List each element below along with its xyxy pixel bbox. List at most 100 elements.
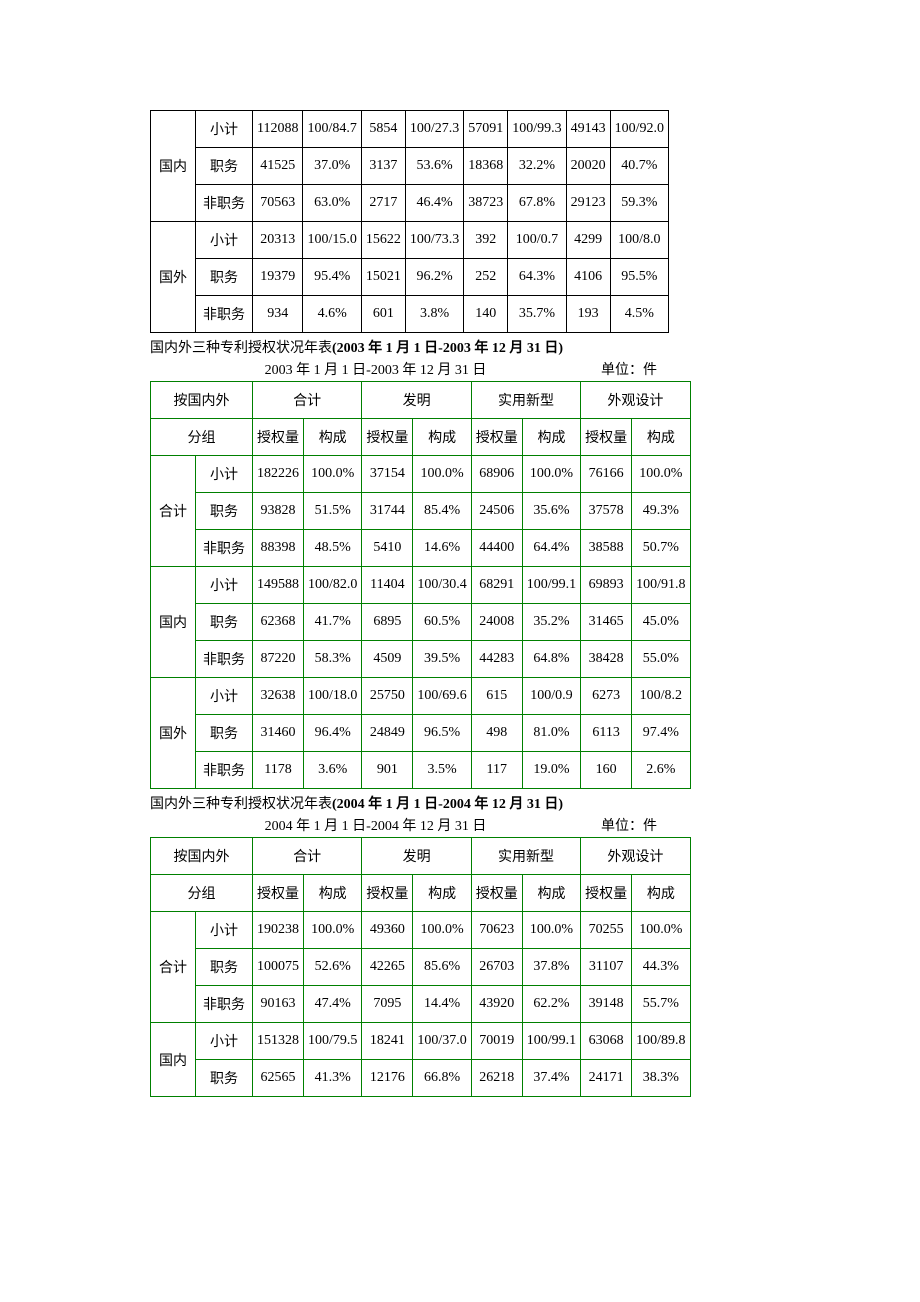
cell-grant: 41525 — [253, 148, 303, 185]
cell-ratio: 100/0.7 — [508, 222, 566, 259]
row-label: 职务 — [196, 604, 253, 641]
cell-grant: 69893 — [581, 567, 632, 604]
row-label: 非职务 — [196, 641, 253, 678]
cell-ratio: 4.5% — [610, 296, 668, 333]
cell-ratio: 59.3% — [610, 185, 668, 222]
table-row: 职务4152537.0%313753.6%1836832.2%2002040.7… — [151, 148, 669, 185]
cell-ratio: 100/92.0 — [610, 111, 668, 148]
cell-grant: 4106 — [566, 259, 610, 296]
row-label: 职务 — [196, 148, 253, 185]
cell-grant: 6895 — [362, 604, 413, 641]
cell-grant: 151328 — [253, 1023, 304, 1060]
cell-ratio: 39.5% — [413, 641, 471, 678]
cell-ratio: 100/99.3 — [508, 111, 566, 148]
col-group-subheader: 分组 — [151, 875, 253, 912]
cell-grant: 42265 — [362, 949, 413, 986]
cell-ratio: 100/27.3 — [405, 111, 463, 148]
cell-ratio: 100/8.0 — [610, 222, 668, 259]
group-label: 合计 — [151, 456, 196, 567]
cell-grant: 31460 — [253, 715, 304, 752]
cell-grant: 149588 — [253, 567, 304, 604]
cell-ratio: 63.0% — [303, 185, 361, 222]
cell-grant: 392 — [464, 222, 508, 259]
col-group-subheader: 分组 — [151, 419, 253, 456]
cell-ratio: 55.7% — [632, 986, 690, 1023]
cell-ratio: 3.6% — [304, 752, 362, 789]
cell-grant: 39148 — [581, 986, 632, 1023]
cell-grant: 25750 — [362, 678, 413, 715]
cell-ratio: 100/37.0 — [413, 1023, 471, 1060]
cell-grant: 20313 — [253, 222, 303, 259]
cell-ratio: 66.8% — [413, 1060, 471, 1097]
table3-date-range: 2004 年 1 月 1 日-2004 年 12 月 31 日 — [150, 815, 601, 835]
row-label: 小计 — [196, 222, 253, 259]
cell-grant: 3137 — [361, 148, 405, 185]
cell-ratio: 96.4% — [304, 715, 362, 752]
row-label: 非职务 — [196, 296, 253, 333]
cell-ratio: 35.2% — [522, 604, 580, 641]
cell-ratio: 100.0% — [632, 912, 690, 949]
cell-ratio: 100/99.1 — [522, 567, 580, 604]
col-subheader-grant: 授权量 — [581, 875, 632, 912]
cell-grant: 160 — [581, 752, 632, 789]
col-subheader-grant: 授权量 — [362, 875, 413, 912]
cell-ratio: 50.7% — [632, 530, 690, 567]
table-row: 非职务8839848.5%541014.6%4440064.4%3858850.… — [151, 530, 691, 567]
cell-ratio: 67.8% — [508, 185, 566, 222]
patent-table-2004: 按国内外合计发明实用新型外观设计分组授权量构成授权量构成授权量构成授权量构成合计… — [150, 837, 691, 1097]
col-subheader-grant: 授权量 — [471, 875, 522, 912]
cell-grant: 62368 — [253, 604, 304, 641]
cell-grant: 31107 — [581, 949, 632, 986]
cell-ratio: 100/84.7 — [303, 111, 361, 148]
cell-grant: 615 — [471, 678, 522, 715]
cell-ratio: 58.3% — [304, 641, 362, 678]
table-row: 职务1937995.4%1502196.2%25264.3%410695.5% — [151, 259, 669, 296]
cell-grant: 63068 — [581, 1023, 632, 1060]
cell-grant: 43920 — [471, 986, 522, 1023]
table-row: 国内小计151328100/79.518241100/37.070019100/… — [151, 1023, 691, 1060]
cell-grant: 26703 — [471, 949, 522, 986]
cell-ratio: 2.6% — [632, 752, 690, 789]
cell-grant: 76166 — [581, 456, 632, 493]
cell-ratio: 35.6% — [522, 493, 580, 530]
group-label: 国内 — [151, 111, 196, 222]
cell-grant: 38428 — [581, 641, 632, 678]
col-subheader-ratio: 构成 — [522, 419, 580, 456]
cell-grant: 38588 — [581, 530, 632, 567]
cell-ratio: 41.3% — [304, 1060, 362, 1097]
col-category-header: 外观设计 — [581, 838, 690, 875]
row-label: 小计 — [196, 912, 253, 949]
cell-grant: 140 — [464, 296, 508, 333]
cell-ratio: 100/8.2 — [632, 678, 690, 715]
cell-grant: 88398 — [253, 530, 304, 567]
col-subheader-ratio: 构成 — [522, 875, 580, 912]
table-row: 职务6256541.3%1217666.8%2621837.4%2417138.… — [151, 1060, 691, 1097]
cell-ratio: 100/15.0 — [303, 222, 361, 259]
cell-ratio: 100.0% — [304, 912, 362, 949]
row-label: 小计 — [196, 567, 253, 604]
cell-ratio: 85.6% — [413, 949, 471, 986]
cell-grant: 18368 — [464, 148, 508, 185]
cell-grant: 68906 — [471, 456, 522, 493]
cell-grant: 24506 — [471, 493, 522, 530]
table-row: 非职务9344.6%6013.8%14035.7%1934.5% — [151, 296, 669, 333]
col-category-header: 实用新型 — [471, 838, 580, 875]
cell-grant: 193 — [566, 296, 610, 333]
row-label: 职务 — [196, 1060, 253, 1097]
col-subheader-ratio: 构成 — [632, 875, 690, 912]
col-subheader-grant: 授权量 — [471, 419, 522, 456]
col-category-header: 发明 — [362, 382, 471, 419]
patent-table-2003: 按国内外合计发明实用新型外观设计分组授权量构成授权量构成授权量构成授权量构成合计… — [150, 381, 691, 789]
cell-grant: 57091 — [464, 111, 508, 148]
cell-ratio: 14.4% — [413, 986, 471, 1023]
cell-grant: 37578 — [581, 493, 632, 530]
cell-grant: 68291 — [471, 567, 522, 604]
cell-ratio: 51.5% — [304, 493, 362, 530]
col-category-header: 实用新型 — [471, 382, 580, 419]
cell-ratio: 3.5% — [413, 752, 471, 789]
cell-grant: 70019 — [471, 1023, 522, 1060]
cell-grant: 31465 — [581, 604, 632, 641]
table-row: 国外小计20313100/15.015622100/73.3392100/0.7… — [151, 222, 669, 259]
cell-ratio: 52.6% — [304, 949, 362, 986]
table-row: 非职务9016347.4%709514.4%4392062.2%3914855.… — [151, 986, 691, 1023]
